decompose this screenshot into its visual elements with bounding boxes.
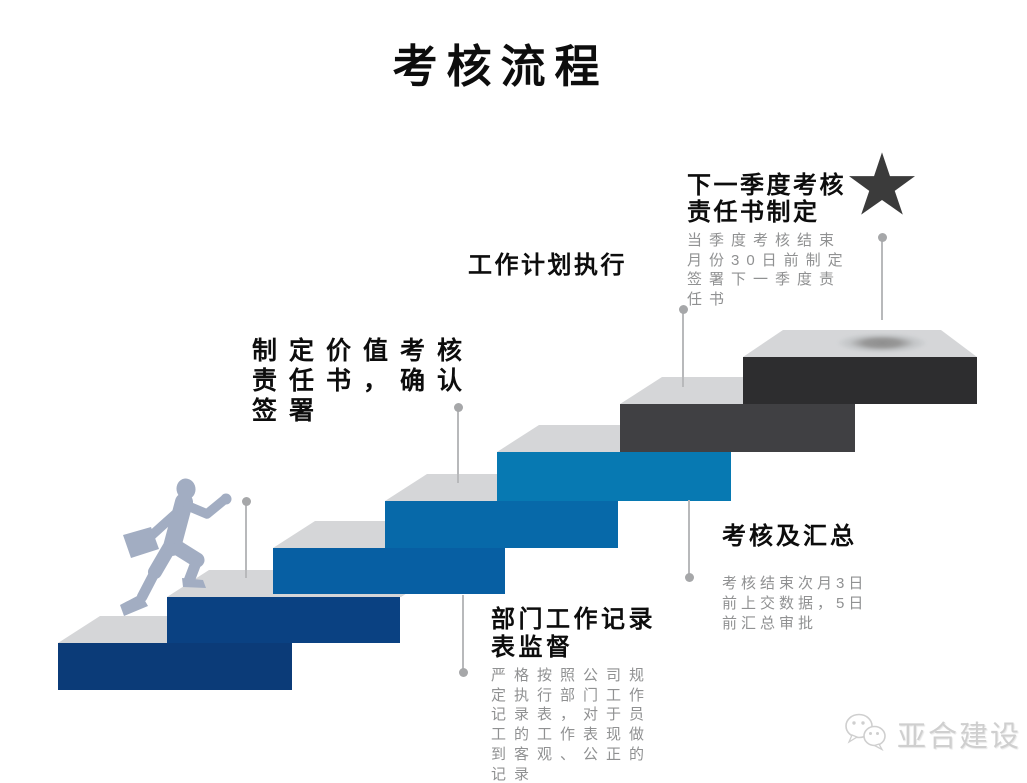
connector-step2 (241, 497, 251, 578)
stage-heading: 下一季度考核 责任书制定 (687, 172, 846, 226)
connector-stage-assessment-summary (684, 500, 694, 582)
stage-description: 严格按照公司规 定执行部门工作 记录表，对于员 工的工作表现做 到客观、公正的 … (491, 667, 653, 783)
connector-dot (877, 233, 887, 242)
step-7-top-platform (743, 330, 977, 357)
connector-dot (453, 403, 463, 412)
connector-stage-next-quarter (877, 233, 887, 320)
stage-label-plan-execution: 工作计划执行 (468, 252, 688, 280)
connector-dot (241, 497, 251, 506)
stage-label-sign-responsibility: 制定价值考核 责任书，确认 签署 (252, 336, 522, 426)
step-4-front (385, 501, 618, 548)
step-1-front (58, 643, 292, 690)
stage-heading: 工作计划执行 (468, 252, 627, 279)
brand-name: 亚合建设 (897, 720, 1022, 753)
page-title: 考核流程 (392, 41, 609, 92)
stage-heading: 考核及汇总 (722, 523, 857, 550)
step-6-front (620, 404, 855, 452)
step-7-front (743, 357, 977, 404)
step-3-front (273, 548, 505, 594)
connector-dot (458, 668, 468, 677)
stage-label-assessment-summary: 考核及汇总 考核结束次月3日 前上交数据，5日 前汇总审批 (722, 522, 932, 634)
connector-dot (684, 573, 694, 582)
step-2-front (167, 597, 400, 643)
connector-stage-plan-execution (678, 305, 688, 387)
platform-hole (838, 333, 926, 353)
step-5-front (497, 452, 731, 501)
stage-heading: 部门工作记录 表监督 (491, 606, 656, 661)
climbing-businessman-icon (108, 468, 253, 638)
stage-description: 当季度考核结束 月份30日前制定 签署下一季度责 任书 (687, 232, 850, 308)
stage-heading: 制定价值考核 责任书，确认 签署 (252, 337, 475, 425)
connector-stage-sign-responsibility (453, 403, 463, 483)
stage-label-next-quarter: 下一季度考核 责任书制定 当季度考核结束 月份30日前制定 签署下一季度责 任书 (687, 172, 897, 309)
stage-description: 考核结束次月3日 前上交数据，5日 前汇总审批 (722, 575, 868, 632)
connector-stage-record-supervision (458, 595, 468, 677)
stage-label-record-supervision: 部门工作记录 表监督 严格按照公司规 定执行部门工作 记录表，对于员 工的工作表… (491, 606, 701, 783)
connector-dot (678, 305, 688, 314)
wechat-icon (843, 710, 889, 757)
star-icon (849, 152, 915, 220)
brand-watermark: 亚合建设 (843, 710, 1021, 757)
